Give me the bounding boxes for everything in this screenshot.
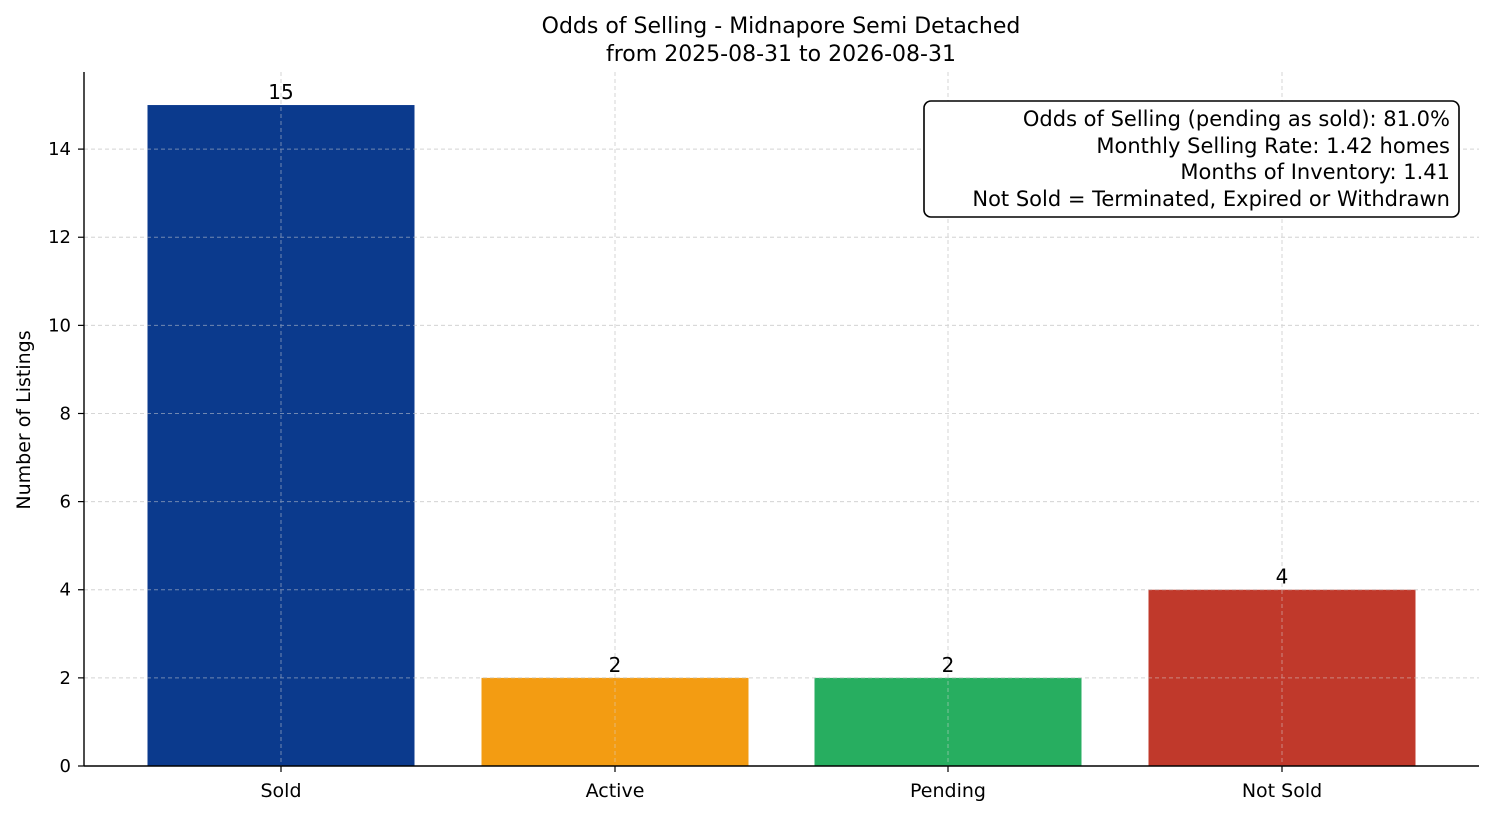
bar-value-label: 4 — [1276, 565, 1289, 589]
y-axis-label: Number of Listings — [13, 330, 35, 509]
y-tick-label: 12 — [48, 227, 71, 248]
bar-value-labels: 15 2 2 4 — [268, 80, 1288, 677]
bar-value-label: 15 — [268, 80, 293, 104]
y-tick-label: 2 — [60, 668, 71, 689]
y-tick-label: 14 — [48, 139, 71, 160]
x-tick-label: Not Sold — [1242, 780, 1322, 802]
y-tick-label: 10 — [48, 315, 71, 336]
x-tick-label: Pending — [910, 780, 986, 802]
bar-sold — [147, 105, 415, 767]
info-months-of-inventory: Months of Inventory: 1.41 — [1180, 160, 1450, 184]
info-not-sold-definition: Not Sold = Terminated, Expired or Withdr… — [972, 187, 1450, 211]
bar-value-label: 2 — [942, 653, 955, 677]
y-tick-label: 8 — [60, 403, 71, 424]
info-odds-of-selling: Odds of Selling (pending as sold): 81.0% — [1023, 107, 1450, 131]
chart-title: Odds of Selling - Midnapore Semi Detache… — [542, 14, 1021, 39]
x-tick-label: Sold — [260, 780, 301, 802]
y-tick-label: 4 — [60, 580, 71, 601]
y-axis-ticks: 0 2 4 6 8 10 12 14 — [48, 139, 84, 777]
info-box: Odds of Selling (pending as sold): 81.0%… — [923, 100, 1460, 218]
y-tick-label: 6 — [60, 492, 71, 513]
bar-value-label: 2 — [609, 653, 622, 677]
y-tick-label: 0 — [60, 756, 71, 777]
chart-subtitle: from 2025-08-31 to 2026-08-31 — [606, 42, 956, 67]
info-monthly-selling-rate: Monthly Selling Rate: 1.42 homes — [1096, 134, 1450, 158]
x-axis-ticks: Sold Active Pending Not Sold — [260, 766, 1322, 802]
info-box-frame — [923, 100, 1460, 218]
x-tick-label: Active — [586, 780, 645, 802]
